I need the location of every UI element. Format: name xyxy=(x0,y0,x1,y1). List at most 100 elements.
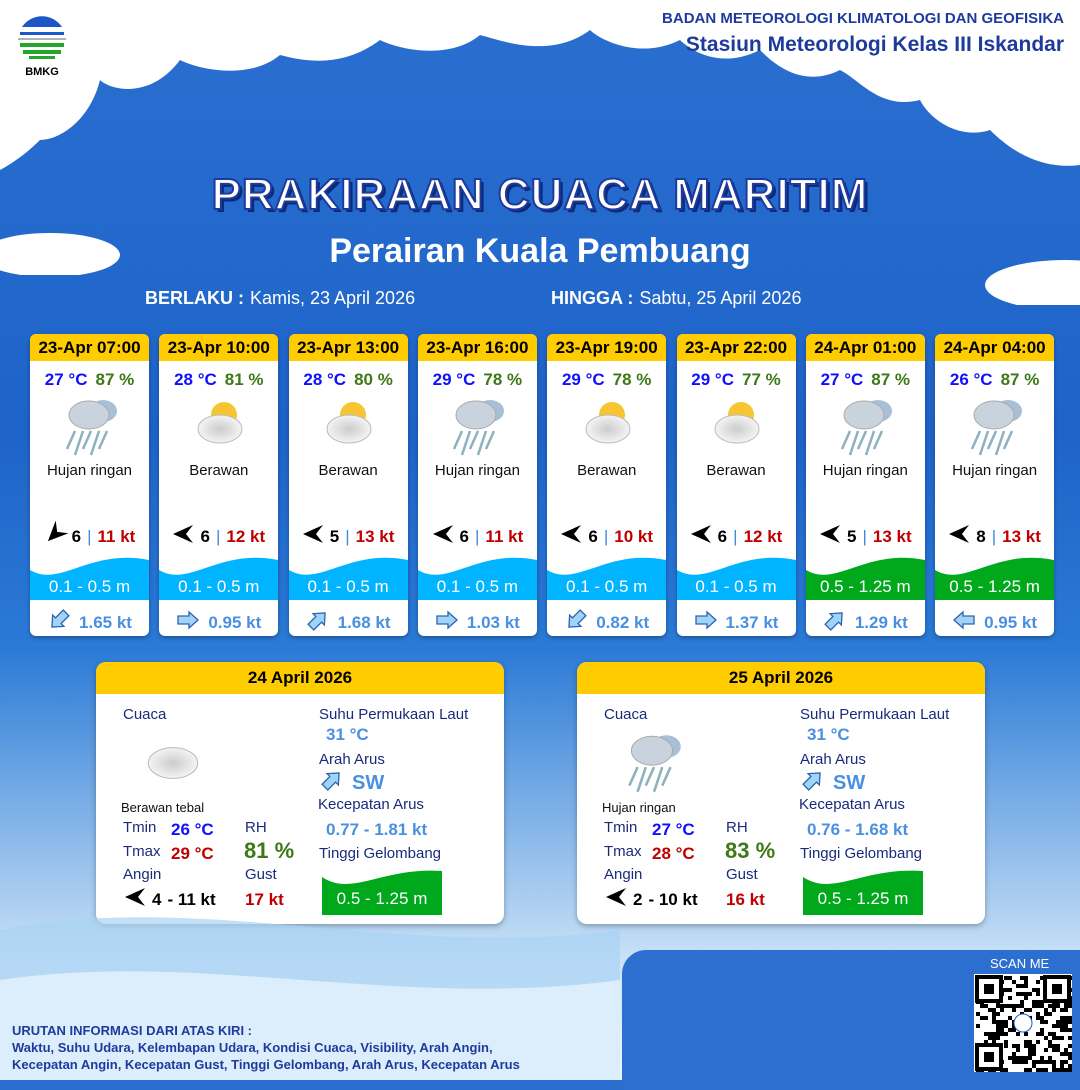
valid-to-label: HINGGA : xyxy=(551,288,634,308)
wave-shape xyxy=(547,557,667,600)
forecast-card: 24-Apr 01:00 27 °C 87 % Hujan ringan 5 | 13… xyxy=(805,334,925,636)
weather-condition: Berawan xyxy=(577,462,637,479)
air-temp: 27 °C xyxy=(820,370,864,389)
daily-date: 24 April 2026 xyxy=(96,662,504,694)
divider: | xyxy=(215,526,221,546)
forecast-card: 23-Apr 16:00 29 °C 78 % Hujan ringan 6 | 11… xyxy=(417,334,537,636)
wind-max: - 11 kt xyxy=(167,889,216,909)
sst-value: 31 °C xyxy=(326,725,369,744)
daily-weather: Hujan ringan xyxy=(602,800,676,815)
forecast-time: 23-Apr 16:00 xyxy=(417,334,537,361)
valid-from: BERLAKU : Kamis, 23 April 2026 xyxy=(145,288,415,309)
weather-condition: Hujan ringan xyxy=(46,462,133,479)
current-direction-icon xyxy=(801,768,825,798)
current-direction-icon xyxy=(47,608,71,636)
wind-direction-icon xyxy=(948,524,970,549)
forecast-time: 23-Apr 07:00 xyxy=(30,334,149,361)
label-current-speed: Kecepatan Arus xyxy=(318,796,424,813)
current-speed: 0.95 kt xyxy=(984,612,1038,632)
wave-shape xyxy=(803,870,923,915)
rain-cloud-icon xyxy=(418,390,537,462)
air-temp: 28 °C xyxy=(303,370,347,389)
forecast-time: 23-Apr 13:00 xyxy=(288,334,408,361)
forecast-card: 23-Apr 22:00 29 °C 77 % Berawan 6 | 12 kt 0… xyxy=(676,334,796,636)
partly-cloudy-icon xyxy=(547,390,666,462)
wave-height: 0.1 - 0.5 m xyxy=(178,577,260,596)
daily-summary-panel: 24 April 2026 Cuaca Berawan tebal Tmin 2… xyxy=(96,662,504,924)
wave-shape xyxy=(676,557,796,600)
label-tmin: Tmin xyxy=(604,819,638,836)
wind-speed: 6 xyxy=(717,526,728,546)
tmin-value: 27 °C xyxy=(652,820,695,839)
air-temp: 27 °C xyxy=(44,370,88,389)
humidity: 78 % xyxy=(483,370,523,389)
forecast-card: 23-Apr 13:00 28 °C 80 % Berawan 5 | 13 kt 0… xyxy=(288,334,408,636)
divider: | xyxy=(862,526,867,546)
humidity: 87 % xyxy=(95,370,135,389)
bmkg-logo: BMKG xyxy=(18,13,66,77)
label-wave-height: Tinggi Gelombang xyxy=(319,845,442,862)
wave-height-value: 0.5 - 1.25 m xyxy=(336,889,428,908)
wind-speed: 6 xyxy=(71,526,82,546)
label-cuaca: Cuaca xyxy=(123,706,167,723)
svg-text:BMKG: BMKG xyxy=(25,66,59,77)
current-speed: 0.95 kt xyxy=(208,612,262,632)
current-speed: 0.82 kt xyxy=(596,612,650,632)
gust-speed: 11 kt xyxy=(97,526,136,546)
divider: | xyxy=(345,526,350,546)
air-temp: 29 °C xyxy=(561,370,605,389)
wave-shape xyxy=(417,557,537,600)
gust-speed: 10 kt xyxy=(614,526,653,546)
rain-cloud-icon xyxy=(617,726,689,803)
label-rh: RH xyxy=(245,819,267,836)
humidity: 77 % xyxy=(741,370,781,389)
label-sst: Suhu Permukaan Laut xyxy=(800,706,950,723)
wave-shape xyxy=(288,557,408,600)
weather-condition: Hujan ringan xyxy=(952,462,1038,479)
gust-value: 17 kt xyxy=(245,890,284,909)
current-speed: 1.03 kt xyxy=(466,612,520,632)
forecast-card: 23-Apr 10:00 28 °C 81 % Berawan 6 | 12 kt 0… xyxy=(159,334,279,636)
footer-title: URUTAN INFORMASI DARI ATAS KIRI : xyxy=(12,1023,252,1038)
label-gust: Gust xyxy=(245,866,277,883)
gust-speed: 11 kt xyxy=(485,526,524,546)
humidity: 87 % xyxy=(1000,370,1040,389)
footer-line-2: Kecepatan Angin, Kecepatan Gust, Tinggi … xyxy=(12,1057,520,1072)
legend-footer: URUTAN INFORMASI DARI ATAS KIRI : Waktu,… xyxy=(12,1022,520,1073)
tmin-value: 26 °C xyxy=(171,820,214,839)
divider: | xyxy=(475,526,480,546)
forecast-card: 23-Apr 07:00 27 °C 87 % Hujan ringan 6 | 11… xyxy=(30,334,149,636)
wind-speed: 6 xyxy=(588,526,598,546)
partly-cloudy-icon xyxy=(677,390,796,462)
wave-height-value: 0.5 - 1.25 m xyxy=(817,889,909,908)
wave-height: 0.5 - 1.25 m xyxy=(819,577,911,596)
current-direction-icon xyxy=(564,608,588,636)
valid-to-date: Sabtu, 25 April 2026 xyxy=(639,288,802,308)
wind-direction-icon xyxy=(172,524,194,549)
current-speed: 1.68 kt xyxy=(337,612,391,632)
daily-date: 25 April 2026 xyxy=(577,662,985,694)
wind-direction-icon xyxy=(124,887,146,912)
air-temp: 26 °C xyxy=(949,370,993,389)
wind-speed: 6 xyxy=(459,526,469,546)
partly-cloudy-icon xyxy=(289,390,408,462)
weather-condition: Hujan ringan xyxy=(434,462,520,479)
current-direction-icon xyxy=(435,608,459,636)
wind-direction-icon xyxy=(432,524,454,549)
divider: | xyxy=(87,526,92,546)
tmax-value: 29 °C xyxy=(171,844,214,863)
qr-code[interactable] xyxy=(974,974,1072,1072)
wave-height: 0.1 - 0.5 m xyxy=(48,577,131,596)
label-tmax: Tmax xyxy=(123,843,161,860)
current-speed: 1.37 kt xyxy=(725,612,779,632)
weather-condition: Hujan ringan xyxy=(822,462,908,479)
current-direction-icon xyxy=(823,608,847,636)
current-speed: 1.65 kt xyxy=(79,612,132,632)
cloud-banner xyxy=(0,0,1080,170)
weather-condition: Berawan xyxy=(189,462,249,479)
footer-line-1: Waktu, Suhu Udara, Kelembapan Udara, Kon… xyxy=(12,1040,493,1055)
gust-speed: 13 kt xyxy=(355,526,395,546)
forecast-card: 23-Apr 19:00 29 °C 78 % Berawan 6 | 10 kt 0… xyxy=(547,334,667,636)
wind-direction-icon xyxy=(690,524,712,549)
wind-direction-icon xyxy=(819,524,841,549)
